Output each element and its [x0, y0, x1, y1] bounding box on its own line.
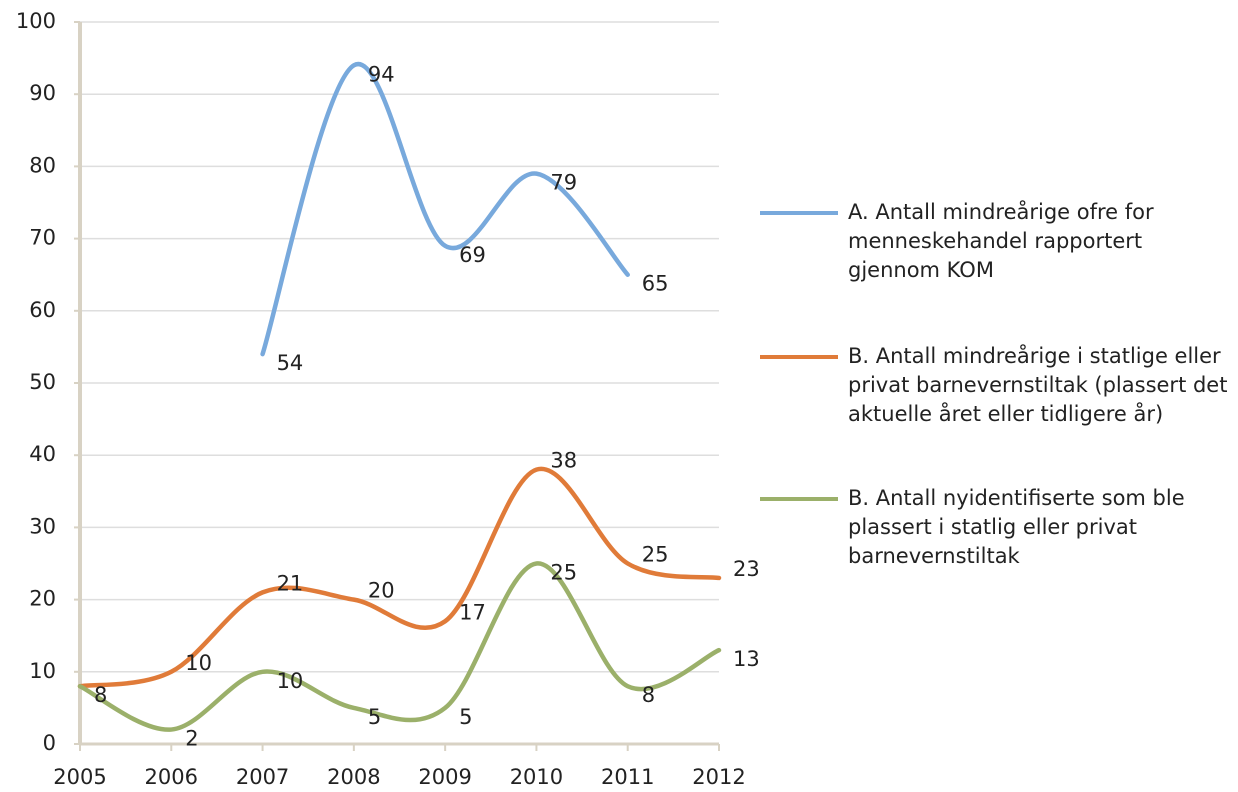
data-label: 69 [459, 243, 486, 267]
data-label: 10 [277, 669, 304, 693]
data-label: 21 [277, 571, 304, 595]
y-tick-label: 90 [29, 81, 56, 105]
data-label: 25 [642, 543, 669, 567]
y-tick-label: 30 [29, 514, 56, 538]
y-tick-label: 80 [29, 153, 56, 177]
data-label: 10 [185, 651, 212, 675]
x-tick-label: 2012 [692, 765, 745, 789]
series-line [260, 61, 630, 357]
legend-swatch [760, 497, 838, 501]
data-label: 54 [277, 351, 304, 375]
data-label: 23 [733, 557, 760, 581]
x-tick-label: 2008 [327, 765, 380, 789]
data-label: 17 [459, 600, 486, 624]
series-line [77, 561, 722, 732]
legend-entry: A. Antall mindreårige ofre for menneskeh… [760, 198, 1238, 285]
legend-entry: B. Antall nyidentifiserte som ble plasse… [760, 484, 1238, 571]
data-label: 94 [368, 62, 395, 86]
legend-swatch [760, 355, 838, 359]
x-tick-label: 2009 [418, 765, 471, 789]
x-tick-label: 2005 [53, 765, 106, 789]
data-label: 79 [550, 171, 577, 195]
data-label: 8 [94, 683, 107, 707]
data-label: 5 [459, 705, 472, 729]
x-tick-label: 2007 [236, 765, 289, 789]
y-tick-label: 0 [43, 731, 56, 755]
data-label: 8 [642, 683, 655, 707]
y-tick-label: 60 [29, 298, 56, 322]
y-tick-label: 70 [29, 226, 56, 250]
legend-label: B. Antall nyidentifiserte som ble plasse… [848, 486, 1185, 568]
data-label: 20 [368, 579, 395, 603]
x-tick-label: 2011 [601, 765, 654, 789]
x-tick-label: 2010 [510, 765, 563, 789]
data-label: 25 [550, 561, 577, 585]
data-label: 13 [733, 647, 760, 671]
legend-label: B. Antall mindreårige i statlige eller p… [848, 344, 1228, 426]
legend-swatch [760, 211, 838, 215]
y-tick-label: 50 [29, 370, 56, 394]
y-tick-label: 40 [29, 442, 56, 466]
y-tick-label: 10 [29, 659, 56, 683]
data-label: 5 [368, 705, 381, 729]
x-tick-label: 2006 [145, 765, 198, 789]
legend-label: A. Antall mindreårige ofre for menneskeh… [848, 200, 1154, 282]
data-label: 38 [550, 449, 577, 473]
series-line [77, 466, 722, 689]
y-tick-label: 20 [29, 587, 56, 611]
y-tick-label: 100 [16, 9, 56, 33]
data-label: 65 [642, 272, 669, 296]
legend-entry: B. Antall mindreårige i statlige eller p… [760, 342, 1238, 429]
data-label: 2 [185, 727, 198, 751]
